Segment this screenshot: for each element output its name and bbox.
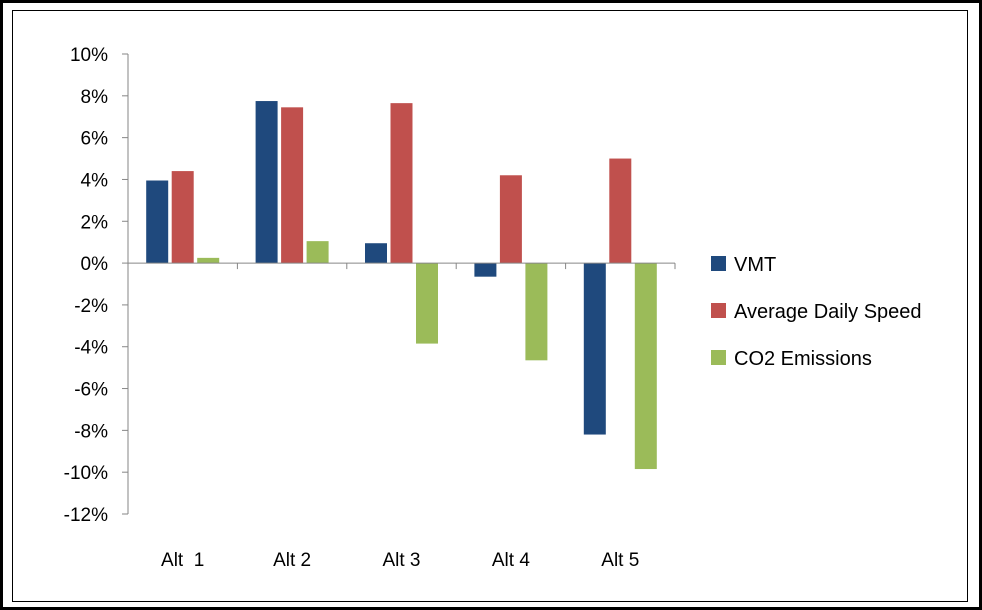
bar-vmt bbox=[583, 263, 606, 435]
bar-co2-emissions bbox=[416, 263, 438, 344]
y-tick-label: 6% bbox=[81, 129, 109, 150]
bar-average-daily-speed bbox=[499, 175, 522, 264]
y-tick-label: 10% bbox=[70, 45, 108, 66]
y-tick-label: 0% bbox=[81, 254, 109, 275]
bar-co2-emissions bbox=[197, 257, 220, 264]
y-tick-label: -6% bbox=[74, 380, 108, 401]
x-tick-label: Alt 4 bbox=[492, 550, 530, 571]
x-tick-label: Alt 5 bbox=[601, 550, 639, 571]
bar-average-daily-speed bbox=[171, 171, 194, 264]
bar-average-daily-speed bbox=[281, 107, 304, 264]
y-tick-label: -2% bbox=[74, 296, 108, 317]
y-axis-ticks bbox=[122, 53, 128, 515]
y-tick-label: 8% bbox=[81, 87, 109, 108]
bar-co2-emissions bbox=[525, 263, 548, 361]
bar-vmt bbox=[474, 263, 497, 277]
y-axis-labels: 10% 8% 6% 4% 2% 0% -2% -4% -6% -8% -10% -12% bbox=[64, 45, 108, 526]
bar-vmt bbox=[146, 180, 169, 264]
bar-average-daily-speed bbox=[390, 103, 413, 264]
x-tick-label: Alt 2 bbox=[273, 550, 311, 571]
legend-swatch bbox=[711, 303, 726, 318]
x-tick-label: Alt 1 bbox=[161, 550, 204, 571]
legend-label: VMT bbox=[734, 254, 776, 276]
x-tick-label: Alt 3 bbox=[382, 550, 420, 571]
x-axis-labels: Alt 1 Alt 2 Alt 3 Alt 4 Alt 5 bbox=[161, 550, 639, 571]
bar-co2-emissions bbox=[634, 263, 657, 470]
bar-vmt bbox=[365, 243, 387, 264]
y-tick-label: -10% bbox=[64, 463, 108, 484]
bars bbox=[146, 101, 657, 470]
legend-label: CO2 Emissions bbox=[734, 348, 872, 370]
bar-co2-emissions bbox=[306, 241, 329, 264]
chart-frame-inner bbox=[12, 10, 968, 602]
legend-swatch bbox=[711, 256, 726, 271]
y-tick-label: 2% bbox=[81, 212, 109, 233]
y-tick-label: -4% bbox=[74, 338, 108, 359]
legend-swatch bbox=[711, 350, 726, 365]
y-tick-label: 4% bbox=[81, 170, 109, 191]
bar-vmt bbox=[255, 101, 278, 264]
legend: VMT Average Daily Speed CO2 Emissions bbox=[711, 254, 922, 370]
y-tick-label: -12% bbox=[64, 505, 108, 526]
legend-label: Average Daily Speed bbox=[734, 301, 922, 323]
bar-average-daily-speed bbox=[609, 158, 632, 264]
y-tick-label: -8% bbox=[74, 421, 108, 442]
